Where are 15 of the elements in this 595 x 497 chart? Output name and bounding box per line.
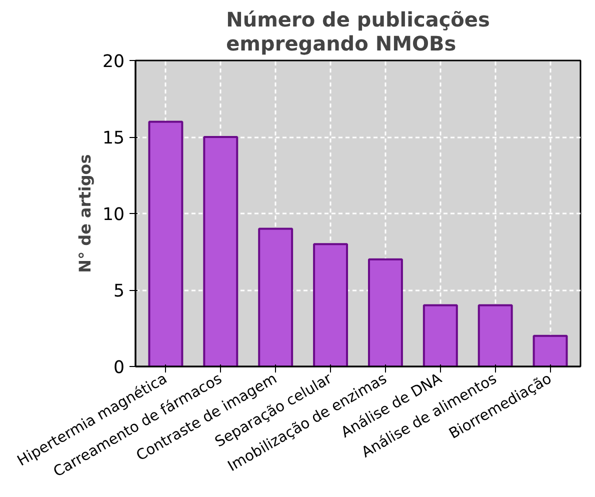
y-tick-label: 0 bbox=[113, 358, 125, 378]
bar bbox=[258, 228, 294, 366]
bar bbox=[203, 136, 238, 366]
chart-title: Número de publicações empregando NMOBs bbox=[226, 8, 490, 56]
y-tick-label: 15 bbox=[102, 128, 125, 148]
y-tick-label: 5 bbox=[113, 282, 125, 302]
bar bbox=[313, 243, 348, 366]
y-tick-label: 20 bbox=[102, 52, 125, 72]
y-tick-label: 10 bbox=[102, 205, 125, 225]
y-axis-title: N° de artigos bbox=[75, 154, 94, 273]
bar bbox=[422, 304, 458, 366]
bar bbox=[368, 258, 403, 366]
bar bbox=[532, 334, 568, 366]
bar bbox=[148, 120, 184, 366]
bar bbox=[478, 304, 513, 366]
